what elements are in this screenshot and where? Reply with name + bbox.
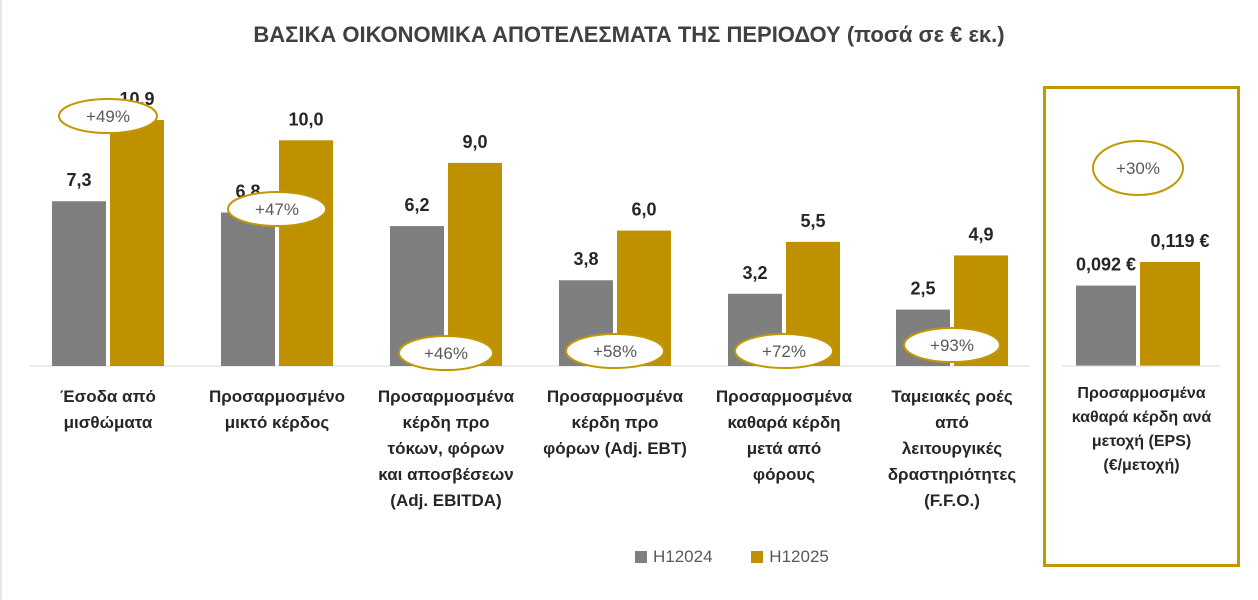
bar-H12025-0 (110, 120, 164, 366)
eps-growth-label: +30% (1116, 159, 1160, 178)
category-text-4: Προσαρμοσμένα καθαρά κέρδη μετά από φόρο… (715, 387, 853, 484)
bar-H12025-2 (448, 162, 502, 366)
eps-bar-H12024 (1076, 285, 1136, 366)
category-text-5: Ταμειακές ροές από λειτουργικές δραστηρι… (887, 387, 1017, 510)
growth-label-1: +47% (255, 200, 299, 219)
growth-ellipse-3 (565, 333, 665, 369)
legend-label-h12024: H12024 (653, 547, 713, 566)
left-border (0, 0, 2, 600)
category-label-1: Προσαρμοσμένο μικτό κέρδος (191, 384, 363, 436)
eps-category-label: Προσαρμοσμένα καθαρά κέρδη ανά μετοχή (E… (1046, 382, 1237, 478)
category-label-4: Προσαρμοσμένα καθαρά κέρδη μετά από φόρο… (698, 384, 870, 488)
chart-title: ΒΑΣΙΚΑ ΟΙΚΟΝΟΜΙΚΑ ΑΠΟΤΕΛΕΣΜΑΤΑ ΤΗΣ ΠΕΡΙΟ… (253, 22, 1005, 47)
bar-H12024-1 (221, 212, 275, 366)
legend-swatch-h12025 (751, 551, 764, 563)
eps-highlight-box (1043, 86, 1240, 567)
category-label-3: Προσαρμοσμένα κέρδη προ φόρων (Adj. EBT) (529, 384, 701, 462)
growth-label-0: +49% (86, 107, 130, 126)
value-label-H12025-2: 9,0 (462, 132, 487, 152)
eps-value-label-H12025: 0,119 € (1150, 231, 1209, 251)
category-text-3: Προσαρμοσμένα κέρδη προ φόρων (Adj. EBT) (543, 387, 687, 458)
legend: H12024 H12025 (635, 547, 863, 568)
bar-H12025-1 (279, 140, 333, 366)
value-label-H12025-4: 5,5 (800, 211, 825, 231)
growth-label-5: +93% (930, 336, 974, 355)
growth-label-3: +58% (593, 342, 637, 361)
legend-item-h12024: H12024 (635, 547, 713, 567)
bar-H12024-0 (52, 201, 106, 366)
growth-ellipse-5 (903, 327, 1001, 363)
category-label-0: Έσοδα από μισθώματα (22, 384, 194, 436)
category-text-2: Προσαρμοσμένα κέρδη προ τόκων, φόρων και… (377, 387, 515, 510)
growth-label-2: +46% (424, 344, 468, 363)
value-label-H12025-5: 4,9 (968, 224, 993, 244)
eps-bar-H12025 (1140, 262, 1200, 366)
growth-label-4: +72% (762, 342, 806, 361)
value-label-H12024-2: 6,2 (404, 195, 429, 215)
eps-growth-ellipse (1092, 140, 1184, 196)
value-label-H12024-3: 3,8 (573, 249, 598, 269)
legend-item-h12025: H12025 (751, 547, 829, 567)
eps-value-label-H12024: 0,092 € (1076, 255, 1136, 275)
value-label-H12024-4: 3,2 (742, 263, 767, 283)
growth-ellipse-1 (227, 191, 327, 227)
category-label-2: Προσαρμοσμένα κέρδη προ τόκων, φόρων και… (360, 384, 532, 514)
value-label-H12024-5: 2,5 (910, 279, 935, 299)
value-label-H12024-0: 7,3 (66, 170, 91, 190)
value-label-H12025-3: 6,0 (631, 200, 656, 220)
legend-swatch-h12024 (635, 551, 647, 563)
growth-ellipse-0 (58, 98, 158, 134)
growth-ellipse-4 (734, 333, 834, 369)
category-text-1: Προσαρμοσμένο μικτό κέρδος (208, 387, 346, 432)
category-label-5: Ταμειακές ροές από λειτουργικές δραστηρι… (866, 384, 1038, 514)
category-text-0: Έσοδα από μισθώματα (60, 387, 156, 432)
legend-label-h12025: H12025 (769, 547, 829, 566)
growth-ellipse-2 (398, 335, 494, 371)
value-label-H12025-1: 10,0 (288, 109, 323, 129)
eps-category-text: Προσαρμοσμένα καθαρά κέρδη ανά μετοχή (E… (1071, 385, 1212, 474)
